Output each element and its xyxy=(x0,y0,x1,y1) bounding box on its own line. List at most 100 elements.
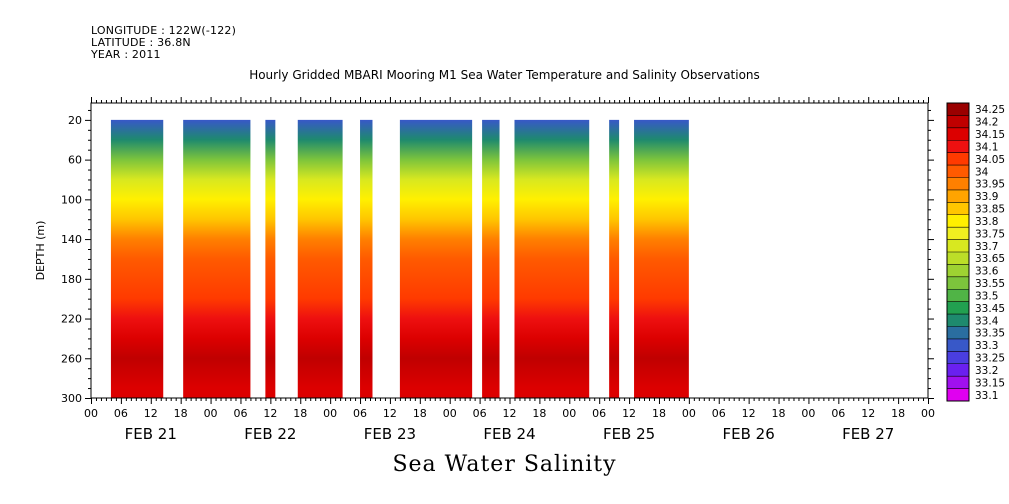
x-day-label: FEB 27 xyxy=(842,425,894,443)
colorbar-swatch xyxy=(947,264,969,278)
year-label: YEAR : 2011 xyxy=(91,48,161,61)
y-tick-label: 100 xyxy=(61,193,82,206)
x-day-label: FEB 23 xyxy=(364,425,416,443)
x-tick-label: 18 xyxy=(891,407,905,420)
data-segment xyxy=(482,119,500,398)
x-tick-label: 18 xyxy=(652,407,666,420)
x-tick-label: 18 xyxy=(532,407,546,420)
colorbar-label: 34.15 xyxy=(975,129,1005,141)
bottom-title: Sea Water Salinity xyxy=(392,452,617,477)
x-tick-label: 06 xyxy=(233,407,247,420)
x-tick-label: 18 xyxy=(293,407,307,420)
data-segment xyxy=(399,119,473,398)
x-tick-label: 00 xyxy=(204,407,218,420)
x-tick-label: 00 xyxy=(801,407,815,420)
x-tick-label: 00 xyxy=(562,407,576,420)
x-tick-label: 12 xyxy=(622,407,636,420)
data-segment xyxy=(514,119,590,398)
colorbar-swatch xyxy=(947,276,969,290)
colorbar-frame xyxy=(946,102,970,402)
colorbar-swatch xyxy=(947,214,969,228)
x-tick-label: 06 xyxy=(712,407,726,420)
plot-area xyxy=(110,119,689,398)
colorbar-swatch xyxy=(947,189,969,203)
x-tick-label: 00 xyxy=(921,407,935,420)
colorbar-label: 33.55 xyxy=(975,278,1005,290)
colorbar-label: 33.5 xyxy=(975,290,998,302)
data-segment xyxy=(265,119,276,398)
colorbar-swatch xyxy=(947,227,969,241)
colorbar-swatch xyxy=(947,314,969,327)
x-day-label: FEB 26 xyxy=(723,425,775,443)
colorbar-swatch xyxy=(947,338,969,352)
y-axis-label: DEPTH (m) xyxy=(34,221,47,281)
x-tick-label: 06 xyxy=(592,407,606,420)
colorbar-swatch xyxy=(947,152,969,166)
x-tick-label: 00 xyxy=(84,407,98,420)
y-tick-label: 220 xyxy=(61,313,82,326)
colorbar-swatch xyxy=(947,115,969,129)
colorbar-label: 33.35 xyxy=(975,328,1005,340)
colorbar-label: 34.1 xyxy=(975,141,998,153)
y-tick-label: 60 xyxy=(68,154,82,167)
x-tick-label: 12 xyxy=(144,407,158,420)
colorbar-label: 34.05 xyxy=(975,154,1005,166)
x-tick-label: 18 xyxy=(174,407,188,420)
colorbar-label: 33.6 xyxy=(975,266,999,278)
colorbar-swatch xyxy=(947,127,969,141)
colorbar-label: 34.2 xyxy=(975,117,998,129)
colorbar-label: 33.95 xyxy=(975,179,1005,191)
colorbar-swatch xyxy=(947,388,969,402)
colorbar-label: 34 xyxy=(975,166,989,178)
x-tick-label: 12 xyxy=(263,407,277,420)
colorbar-label: 33.75 xyxy=(975,228,1005,240)
x-tick-label: 06 xyxy=(831,407,845,420)
colorbar-label: 33.9 xyxy=(975,191,998,203)
x-tick-label: 00 xyxy=(682,407,696,420)
colorbar-label: 33.1 xyxy=(975,390,998,402)
colorbar-swatch xyxy=(947,289,969,303)
colorbar-label: 33.8 xyxy=(975,216,998,228)
x-tick-label: 06 xyxy=(473,407,487,420)
x-tick-label: 00 xyxy=(443,407,457,420)
colorbar: 34.2534.234.1534.134.053433.9533.933.853… xyxy=(946,102,1005,402)
x-tick-label: 12 xyxy=(503,407,517,420)
x-tick-label: 06 xyxy=(114,407,128,420)
colorbar-swatch xyxy=(947,103,969,116)
data-segment xyxy=(634,119,689,398)
colorbar-label: 34.25 xyxy=(975,104,1005,116)
colorbar-label: 33.2 xyxy=(975,365,998,377)
x-tick-label: 00 xyxy=(323,407,337,420)
colorbar-swatch xyxy=(947,177,969,191)
y-tick-label: 140 xyxy=(61,233,82,246)
data-segment xyxy=(609,119,620,398)
x-tick-label: 18 xyxy=(772,407,786,420)
y-tick-label: 180 xyxy=(61,273,82,286)
colorbar-label: 33.3 xyxy=(975,340,998,352)
longitude-label: LONGITUDE : 122W(-122) xyxy=(91,24,237,37)
y-tick-label: 260 xyxy=(61,352,82,365)
colorbar-swatch xyxy=(947,363,969,377)
colorbar-swatch xyxy=(947,252,969,265)
y-tick-label: 20 xyxy=(68,114,82,127)
colorbar-label: 33.25 xyxy=(975,353,1005,365)
colorbar-swatch xyxy=(947,301,969,315)
colorbar-label: 33.45 xyxy=(975,303,1005,315)
x-tick-label: 06 xyxy=(353,407,367,420)
chart-title: Hourly Gridded MBARI Mooring M1 Sea Wate… xyxy=(249,68,760,82)
x-day-label: FEB 25 xyxy=(603,425,655,443)
colorbar-swatch xyxy=(947,140,969,154)
latitude-label: LATITUDE : 36.8N xyxy=(91,36,191,49)
x-day-label: FEB 22 xyxy=(244,425,296,443)
x-tick-label: 18 xyxy=(413,407,427,420)
colorbar-swatch xyxy=(947,351,969,365)
x-day-label: FEB 21 xyxy=(125,425,177,443)
data-segment xyxy=(183,119,251,398)
x-tick-label: 12 xyxy=(383,407,397,420)
data-segment xyxy=(360,119,373,398)
data-segment xyxy=(110,119,164,398)
x-tick-label: 12 xyxy=(861,407,875,420)
colorbar-swatch xyxy=(947,239,969,253)
x-tick-label: 12 xyxy=(742,407,756,420)
